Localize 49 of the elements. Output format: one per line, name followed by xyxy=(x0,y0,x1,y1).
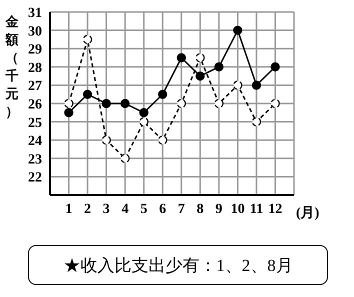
point xyxy=(196,71,205,81)
point xyxy=(64,98,74,108)
point xyxy=(120,154,130,163)
point xyxy=(64,108,74,118)
y-tick-label: 27 xyxy=(28,79,42,94)
x-tick-label: 1 xyxy=(65,202,72,217)
y-tick-label: 28 xyxy=(28,60,42,76)
point xyxy=(270,98,280,108)
x-tick-label: 10 xyxy=(230,202,245,217)
y-tick-label: 23 xyxy=(28,152,42,168)
y-tick-label: 24 xyxy=(28,134,42,150)
y-tick-label: 29 xyxy=(28,42,42,58)
x-tick-label: 4 xyxy=(122,202,129,217)
point xyxy=(82,34,92,44)
point xyxy=(252,80,262,90)
x-tick-label: 5 xyxy=(140,202,148,217)
point xyxy=(233,26,242,35)
point xyxy=(139,117,148,126)
y-tick-label: 31 xyxy=(28,6,42,21)
point xyxy=(233,80,242,90)
x-tick-label: 7 xyxy=(178,202,185,217)
x-tick-label: 6 xyxy=(159,202,166,217)
y-tick-label: 26 xyxy=(28,97,42,112)
y-tick-label: 22 xyxy=(28,170,42,186)
x-tick-label: 12 xyxy=(268,202,282,217)
point xyxy=(176,53,186,62)
point xyxy=(158,136,168,145)
x-axis-title: (月) xyxy=(296,206,320,221)
point xyxy=(270,62,280,72)
x-tick-label: 8 xyxy=(196,202,204,217)
x-tick-label: 11 xyxy=(250,202,264,217)
point xyxy=(158,90,168,99)
y-tick-label: 25 xyxy=(28,116,42,131)
point xyxy=(102,136,111,145)
point xyxy=(176,98,186,108)
point xyxy=(102,98,111,108)
y-tick-label: 30 xyxy=(28,24,42,40)
point xyxy=(214,98,224,108)
y-axis-title: 金額（千元） xyxy=(4,14,20,119)
point xyxy=(252,117,262,126)
text: ★收入比支出少有：1、2、8月 xyxy=(63,254,293,276)
point xyxy=(120,98,130,108)
x-tick-label: 9 xyxy=(215,202,222,217)
point xyxy=(82,90,92,99)
x-tick-label: 2 xyxy=(84,202,92,217)
x-tick-label: 3 xyxy=(102,202,110,217)
point xyxy=(214,62,224,72)
point xyxy=(196,53,205,62)
point xyxy=(139,108,148,118)
